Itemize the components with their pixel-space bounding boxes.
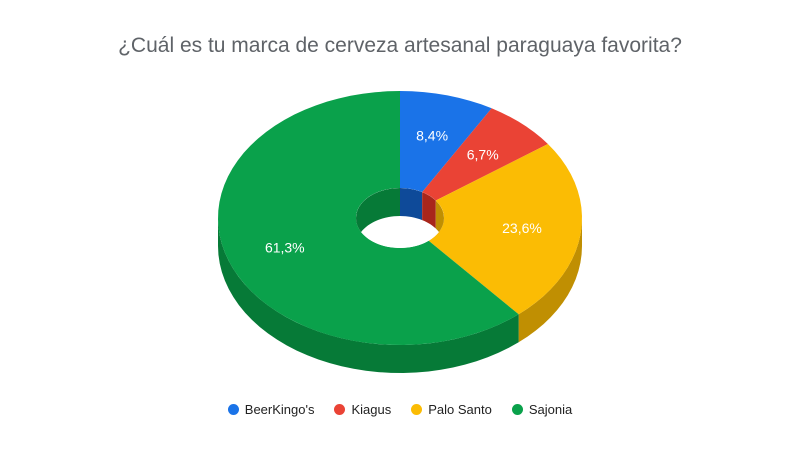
legend-swatch [511, 404, 523, 415]
legend-label: BeerKingo's [244, 402, 315, 417]
data-labels-layer: 8,4% 6,7% 23,6% 61,3% [265, 127, 542, 255]
legend-item-2[interactable]: Kiagus [334, 402, 391, 417]
legend-label: Palo Santo [428, 402, 492, 417]
extrusion-layer [218, 218, 582, 373]
slice-2 [422, 108, 548, 201]
slice-4 [218, 91, 519, 345]
slice-3 [428, 144, 582, 315]
legend-item-4[interactable]: Sajonia [511, 402, 573, 417]
top-face-layer [218, 91, 582, 345]
chart-title: ¿Cuál es tu marca de cerveza artesanal p… [118, 34, 682, 57]
legend-item-3[interactable]: Palo Santo [411, 402, 492, 417]
data-label-3: 23,6% [502, 220, 542, 236]
slice-side-3 [518, 218, 582, 343]
legend-label: Sajonia [528, 402, 573, 417]
slice-side-4 [218, 218, 519, 373]
data-label-4: 61,3% [265, 240, 305, 256]
slice-inner-face-2-1 [422, 192, 436, 229]
legend-swatch [411, 404, 423, 415]
data-label-1: 8,4% [416, 127, 448, 143]
legend-item-1[interactable]: BeerKingo's [227, 402, 315, 417]
legend-label: Kiagus [351, 402, 392, 417]
hole-wall-front [356, 188, 444, 248]
slice-1 [400, 91, 492, 193]
data-label-2: 6,7% [467, 147, 499, 163]
legend-swatch [334, 404, 346, 415]
legend: BeerKingo's Kiagus Palo Santo Sajonia [0, 402, 800, 417]
legend-swatch [227, 404, 239, 415]
slice-inner-face-1-1 [400, 188, 423, 221]
slice-inner-face-4-0 [356, 188, 400, 246]
